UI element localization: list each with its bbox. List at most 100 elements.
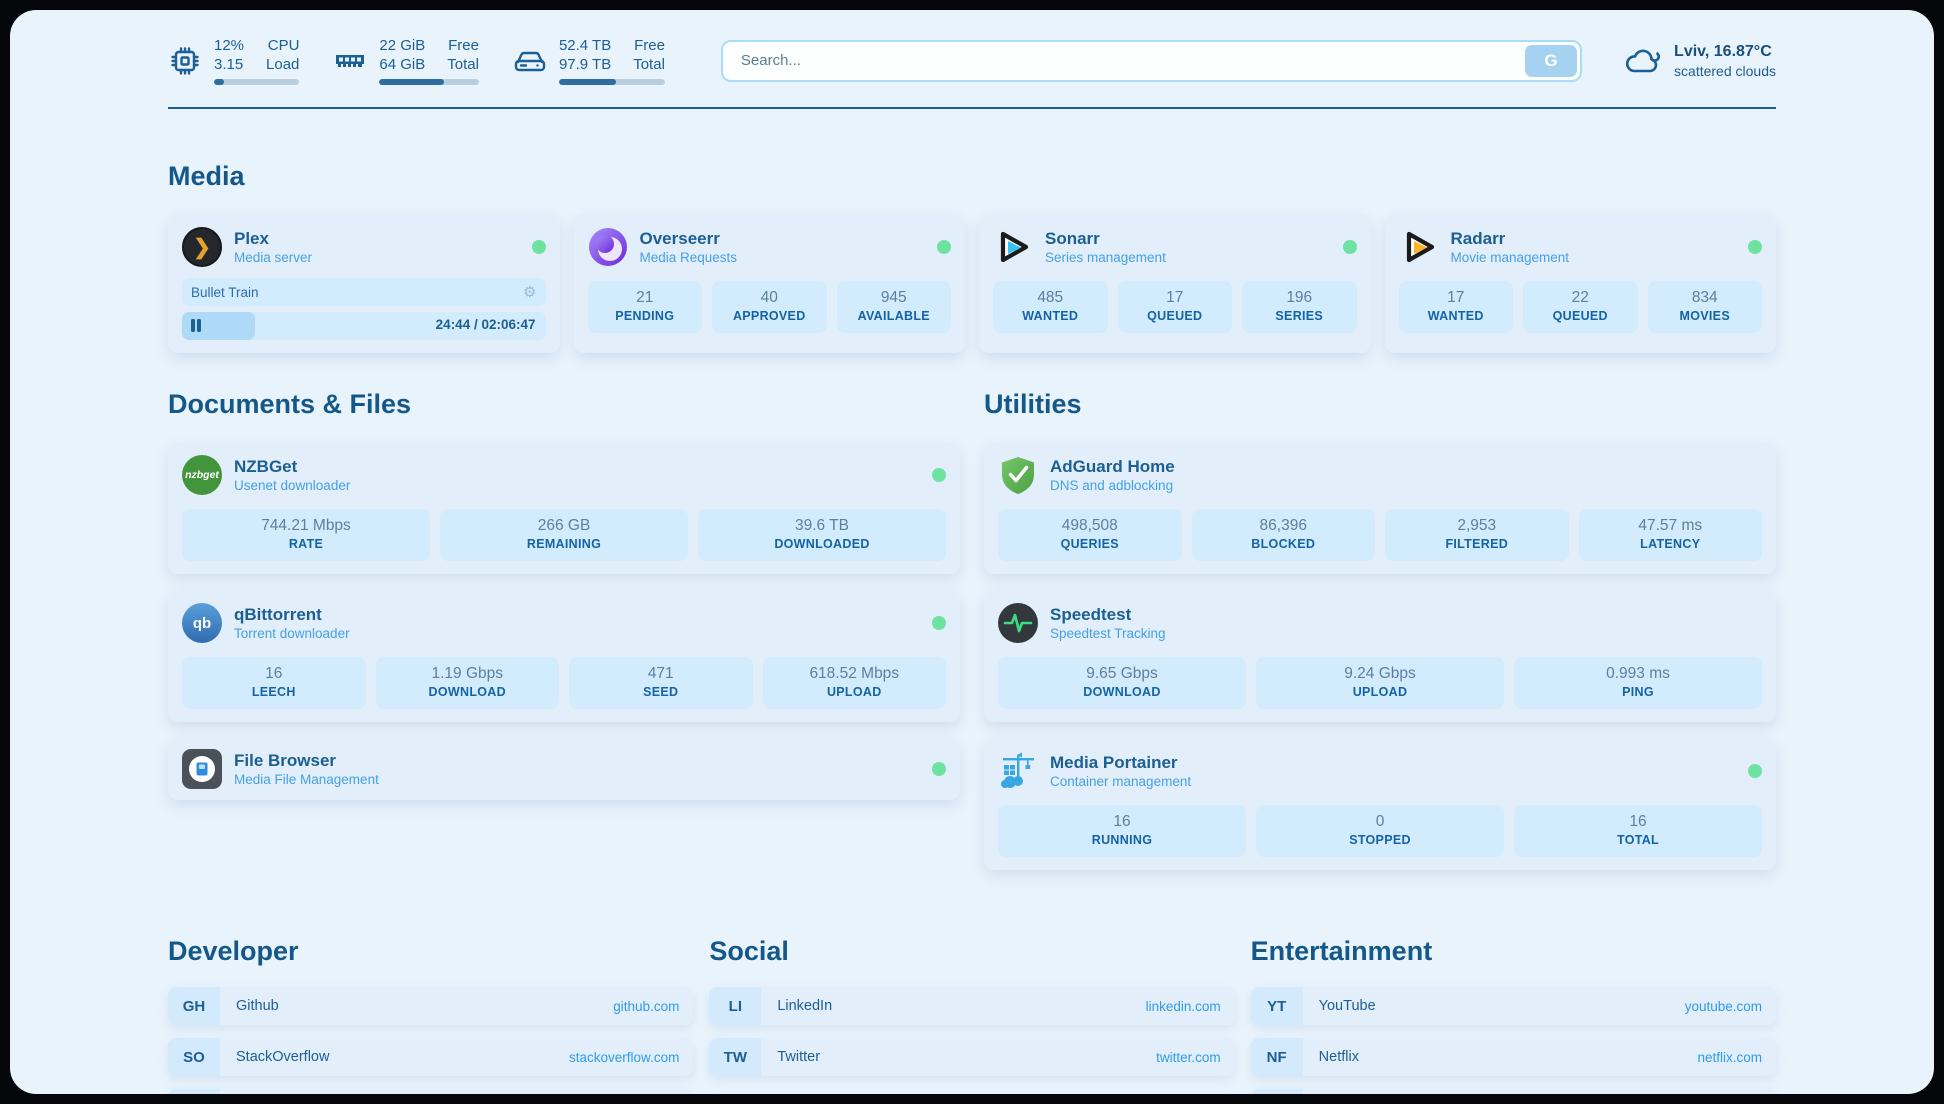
pause-icon[interactable] [191,319,201,332]
portainer-subtitle: Container management [1050,774,1192,789]
filebrowser-title: File Browser [234,751,337,770]
sonarr-status-dot [1342,240,1357,254]
netflix-name: Netflix [1318,1049,1359,1065]
twitter-url[interactable]: twitter.com [1156,1049,1221,1065]
plex-card[interactable]: ❯ Plex Media server Bullet Train ⚙ [168,214,560,353]
media-grid: ❯ Plex Media server Bullet Train ⚙ [168,214,1776,353]
search-input[interactable] [720,39,1583,82]
link-twitter[interactable]: TW Twitter twitter.com [709,1038,1235,1076]
nzbget-icon: nzbget [182,455,222,495]
radarr-card[interactable]: Radarr Movie management 17 WANTED 22 QUEUE… [1384,214,1776,353]
ram-icon [336,54,365,67]
sonarr-card[interactable]: Sonarr Series management 485 WANTED 17 QUE… [979,214,1371,353]
overseerr-icon [588,228,627,266]
overseerr-title: Overseerr [639,229,720,248]
speedtest-stat-download: 9.65 Gbps DOWNLOAD [998,657,1246,709]
overseerr-stat-pending: 21 PENDING [587,281,702,333]
radarr-status-dot [1748,240,1762,254]
linkedin-tag: LI [709,987,762,1025]
cpu-usage-value: 12% [214,37,245,54]
link-youtube[interactable]: YT YouTube youtube.com [1250,987,1776,1025]
portainer-card[interactable]: Media Portainer Container management 16 R… [984,738,1776,870]
ram-free-value: 22 GiB [379,37,426,54]
netflix-url[interactable]: netflix.com [1697,1049,1762,1065]
cloud-icon [1626,49,1661,72]
nzbget-stat-downloaded: 39.6 TB DOWNLOADED [698,509,946,561]
weather-widget: Lviv, 16.87°C scattered clouds [1624,42,1776,80]
radarr-icon [1406,231,1434,263]
overseerr-subtitle: Media Requests [639,250,738,265]
twitter-name: Twitter [777,1049,821,1065]
ram-free-label: Free [448,37,479,54]
now-playing-title: Bullet Train [191,284,259,300]
ram-total-value: 64 GiB [379,56,426,73]
overseerr-stat-available: 945 AVAILABLE [836,281,951,333]
documents-column: Documents & Files nzbget NZBGet Usenet d… [168,389,960,886]
disk-icon [514,51,546,71]
nzbget-stat-rate: 744.21 Mbps RATE [182,509,430,561]
speedtest-title: Speedtest [1050,605,1132,624]
weather-condition: scattered clouds [1674,62,1776,79]
social-column: Social LI LinkedIn linkedin.com TW Twitt… [709,936,1235,1094]
google-search-button[interactable]: G [1525,44,1578,77]
top-bar: 12% 3.15 CPU Load [168,36,1776,85]
link-linkedin[interactable]: LI LinkedIn linkedin.com [709,987,1235,1025]
qbittorrent-card[interactable]: qb qBittorrent Torrent downloader 16 LEEC… [168,590,960,722]
social-section-title: Social [709,936,789,966]
linkedin-url[interactable]: linkedin.com [1145,998,1221,1014]
youtube-tag: YT [1250,987,1303,1025]
plex-now-playing: Bullet Train ⚙ 24:44 / 02:06:47 [182,278,546,340]
cpu-stat: 12% 3.15 CPU Load [168,36,300,85]
portainer-stat-stopped: 0 STOPPED [1256,805,1504,857]
disk-progress [558,79,665,85]
link-github[interactable]: GH Github github.com [168,987,694,1025]
stackoverflow-tag: SO [168,1038,220,1076]
adguard-card[interactable]: AdGuard Home DNS and adblocking 498,508 Q… [984,442,1776,574]
youtube-name: YouTube [1318,998,1376,1014]
netflix-tag: NF [1250,1038,1303,1076]
nzbget-status-dot [932,468,946,482]
overseerr-status-dot [937,240,951,254]
playback-progress-bar[interactable]: 24:44 / 02:06:47 [182,312,546,340]
radarr-stat-wanted: 17 WANTED [1398,281,1513,333]
link-dev[interactable]: DT DEV dev.to [168,1089,694,1094]
documents-section-title: Documents & Files [168,389,412,419]
overseerr-card[interactable]: Overseerr Media Requests 21 PENDING 40 APP… [573,214,965,353]
link-reddit[interactable]: RE Reddit reddit.com [1250,1089,1776,1094]
github-url[interactable]: github.com [613,998,680,1014]
header-divider [168,107,1776,109]
qbittorrent-icon: qb [182,603,222,643]
radarr-subtitle: Movie management [1450,250,1570,265]
portainer-stat-total: 16 TOTAL [1514,805,1762,857]
player-settings-gear-icon[interactable]: ⚙ [523,283,537,301]
search-bar: G [720,39,1583,82]
disk-total-value: 97.9 TB [558,56,612,73]
adguard-subtitle: DNS and adblocking [1050,478,1174,493]
speedtest-card[interactable]: Speedtest Speedtest Tracking 9.65 Gbps DO… [984,590,1776,722]
sonarr-stat-queued: 17 QUEUED [1117,281,1232,333]
disk-free-label: Free [634,37,665,54]
portainer-icon [1001,752,1034,788]
link-stackoverflow[interactable]: SO StackOverflow stackoverflow.com [168,1038,694,1076]
youtube-url[interactable]: youtube.com [1684,998,1762,1014]
radarr-stat-movies: 834 MOVIES [1647,281,1762,333]
portainer-title: Media Portainer [1050,753,1178,772]
cpu-label: CPU [267,37,300,54]
adguard-title: AdGuard Home [1050,457,1175,476]
cpu-load-label: Load [266,56,300,73]
link-netflix[interactable]: NF Netflix netflix.com [1250,1038,1776,1076]
disk-free-value: 52.4 TB [558,37,612,54]
stackoverflow-url[interactable]: stackoverflow.com [569,1049,680,1065]
cpu-progress [214,79,300,85]
filebrowser-card[interactable]: File Browser Media File Management [168,738,960,800]
adguard-stat-latency: 47.57 ms LATENCY [1578,509,1762,561]
system-stats: 12% 3.15 CPU Load [168,36,665,85]
sonarr-stat-series: 196 SERIES [1242,281,1357,333]
linkedin-name: LinkedIn [777,998,833,1014]
plex-icon: ❯ [182,227,222,267]
speedtest-stat-upload: 9.24 Gbps UPLOAD [1256,657,1504,709]
utilities-column: Utilities AdGuard Home DNS and adblockin… [984,389,1776,886]
nzbget-subtitle: Usenet downloader [234,478,351,493]
nzbget-card[interactable]: nzbget NZBGet Usenet downloader 744.21 M… [168,442,960,574]
developer-section-title: Developer [168,936,299,966]
